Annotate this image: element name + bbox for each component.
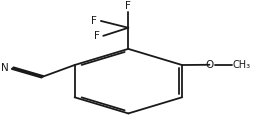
Text: F: F (125, 1, 131, 11)
Text: N: N (1, 62, 8, 72)
Text: F: F (91, 16, 97, 26)
Text: CH₃: CH₃ (233, 60, 251, 70)
Text: F: F (94, 31, 100, 41)
Text: O: O (205, 60, 214, 70)
